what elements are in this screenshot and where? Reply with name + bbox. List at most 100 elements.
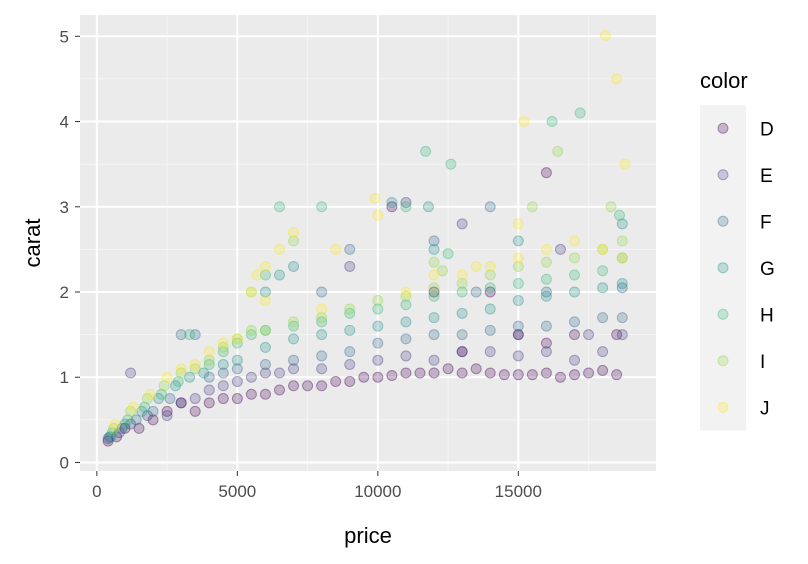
data-point (316, 380, 328, 392)
legend-key (717, 355, 729, 367)
data-point (611, 73, 623, 85)
data-point (184, 371, 196, 383)
series-D (102, 167, 623, 447)
data-point (569, 329, 581, 341)
data-point (259, 269, 271, 281)
data-point (175, 397, 187, 409)
data-point (231, 333, 243, 345)
data-point (611, 369, 623, 381)
legend-label: E (760, 166, 773, 187)
data-point (369, 192, 381, 204)
series-H (106, 107, 628, 439)
data-point (273, 269, 285, 281)
data-point (259, 358, 271, 370)
data-point (456, 307, 468, 319)
data-point (428, 290, 440, 302)
data-point (102, 433, 114, 445)
data-point (540, 256, 552, 268)
data-point (456, 269, 468, 281)
data-point (512, 235, 524, 247)
legend-item-F: F (717, 212, 772, 233)
data-point (316, 286, 328, 298)
data-point (141, 410, 153, 422)
data-point (484, 367, 496, 379)
data-point (422, 201, 434, 213)
data-point (231, 337, 243, 349)
legend-key (717, 215, 729, 227)
data-point (245, 286, 257, 298)
data-point (259, 388, 271, 400)
data-point (456, 367, 468, 379)
x-tick-label: 0 (92, 482, 101, 501)
data-point (316, 363, 328, 375)
legend-item-E: E (717, 166, 773, 187)
data-point (172, 376, 184, 388)
data-point (540, 243, 552, 255)
data-point (597, 265, 609, 277)
minor-gridlines (80, 15, 656, 471)
data-point (189, 329, 201, 341)
data-point (144, 388, 156, 400)
data-point (512, 320, 524, 332)
data-point (616, 312, 628, 324)
data-point (147, 405, 159, 417)
data-point (104, 431, 116, 443)
data-point (554, 243, 566, 255)
data-point (428, 243, 440, 255)
data-point (161, 371, 173, 383)
legend-key (717, 262, 729, 274)
data-point (569, 286, 581, 298)
legend-label: F (760, 212, 772, 233)
data-point (175, 397, 187, 409)
data-point (203, 346, 215, 358)
data-point (231, 363, 243, 375)
series-E (102, 197, 628, 445)
legend-item-J: J (717, 398, 770, 419)
data-point (189, 358, 201, 370)
data-point (316, 329, 328, 341)
data-point (484, 286, 496, 298)
major-gridlines (80, 15, 656, 471)
data-point (569, 354, 581, 366)
data-point (273, 201, 285, 213)
data-point (512, 252, 524, 264)
data-point (245, 329, 257, 341)
data-point (139, 401, 151, 413)
data-point (540, 367, 552, 379)
data-point (616, 329, 628, 341)
data-point (400, 286, 412, 298)
legend-key-background (700, 105, 746, 431)
y-axis: 0 1 2 3 4 5 (60, 27, 80, 472)
data-point (316, 350, 328, 362)
data-point (540, 320, 552, 332)
data-point (175, 367, 187, 379)
data-point (428, 312, 440, 324)
data-point (583, 329, 595, 341)
data-point (113, 427, 125, 439)
legend-key (717, 308, 729, 320)
data-point (122, 414, 134, 426)
data-point (259, 260, 271, 272)
data-point (344, 307, 356, 319)
legend-label: J (760, 398, 770, 419)
data-point (105, 431, 117, 443)
data-point (372, 371, 384, 383)
data-point (442, 363, 454, 375)
data-point (526, 369, 538, 381)
data-point (574, 107, 586, 119)
data-point (198, 367, 210, 379)
legend-items: D E F G H I J (717, 119, 775, 419)
data-point (217, 393, 229, 405)
data-point (569, 269, 581, 281)
legend-title: color (700, 68, 748, 93)
data-point (400, 316, 412, 328)
x-tick-label: 15000 (495, 482, 542, 501)
data-point (428, 354, 440, 366)
data-point (484, 346, 496, 358)
data-point (386, 370, 398, 382)
data-point (484, 269, 496, 281)
data-point (302, 380, 314, 392)
data-point (288, 380, 300, 392)
legend-label: G (760, 259, 775, 280)
data-point (184, 329, 196, 341)
